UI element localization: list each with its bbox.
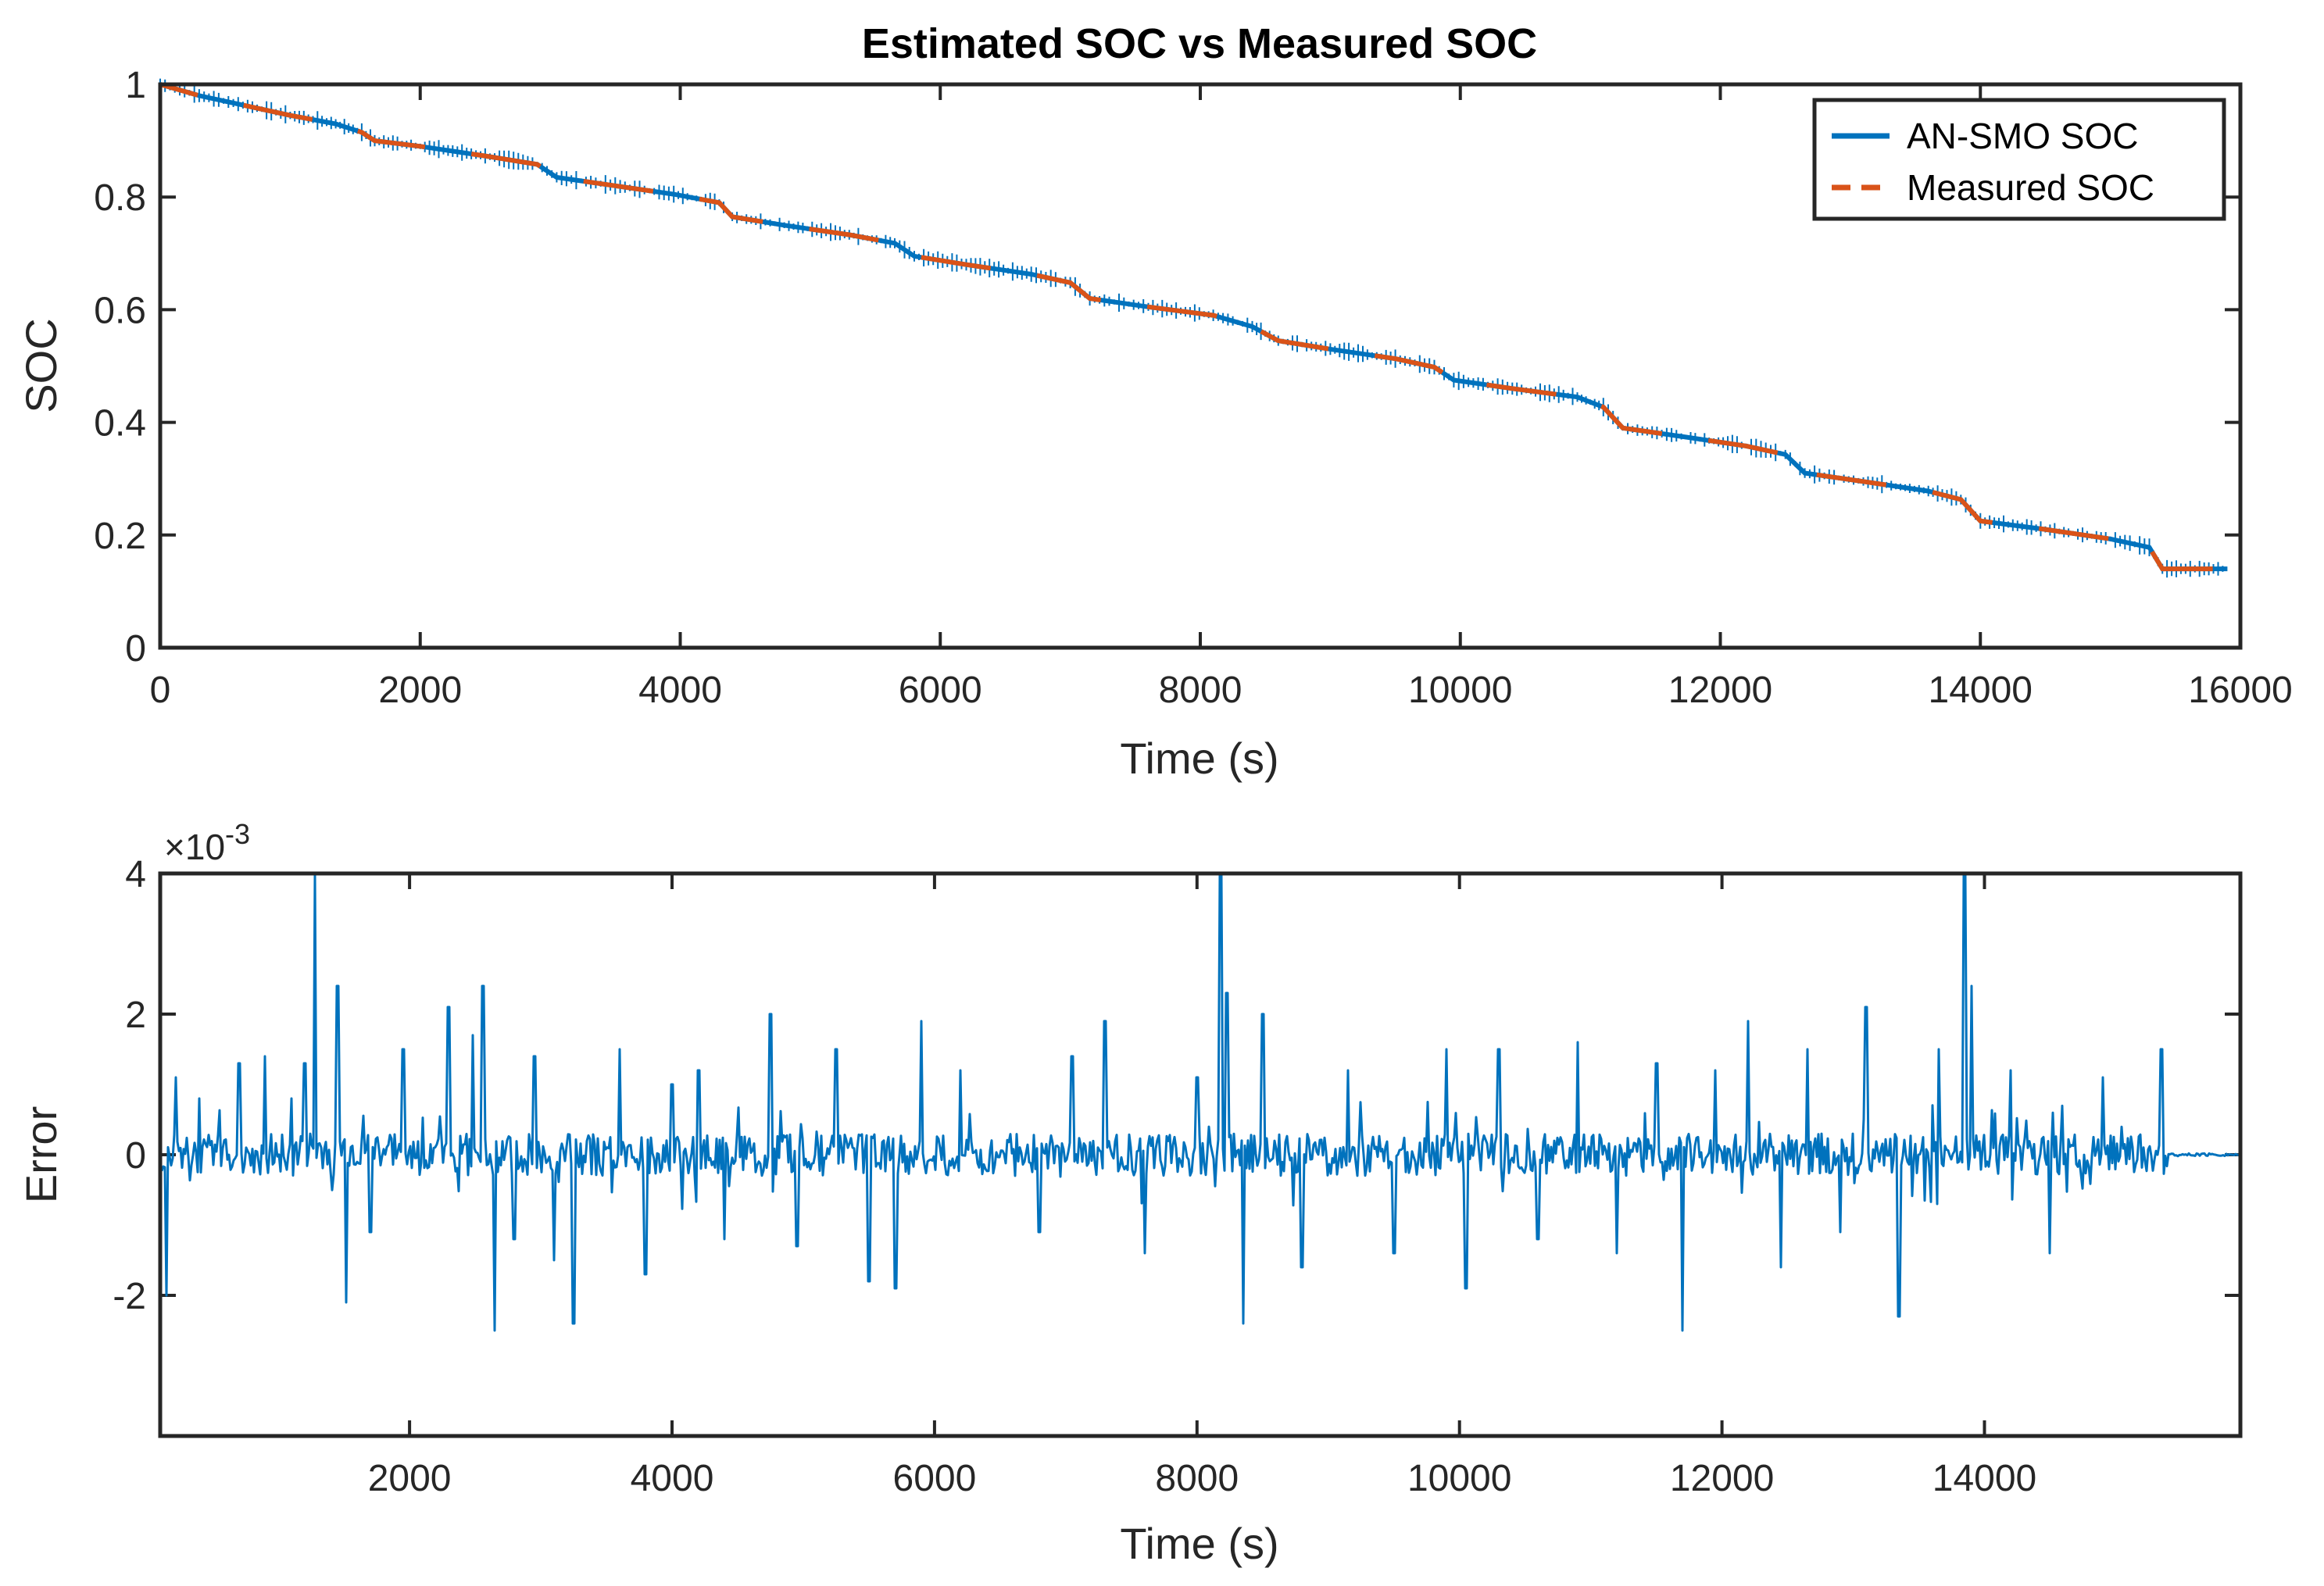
- soc-x-tick-label: 12000: [1668, 670, 1772, 711]
- soc-x-tick-label: 14000: [1929, 670, 2033, 711]
- error-x-axis-label: Time (s): [1120, 1519, 1278, 1568]
- soc-chart: Estimated SOC vs Measured SOC 0 2000 4000 6…: [16, 20, 2293, 783]
- exponent-base: ×10: [164, 827, 225, 867]
- error-series: [160, 872, 2240, 1332]
- soc-x-tick-label: 4000: [638, 670, 722, 711]
- series-measured-soc: [159, 82, 2228, 572]
- soc-x-tick-label: 2000: [378, 670, 462, 711]
- legend: AN-SMO SOC Measured SOC: [1812, 98, 2226, 221]
- error-chart: 2000 4000 6000 8000 10000 12000 14000 -2 0 2 4 ×10…: [16, 818, 2243, 1568]
- error-x-tick-label: 4000: [631, 1458, 714, 1499]
- soc-x-tick-label: 0: [150, 670, 171, 711]
- legend-label-measured: Measured SOC: [1907, 167, 2154, 208]
- error-y-exponent: ×10-3: [164, 818, 250, 867]
- error-y-tick-label: -2: [113, 1276, 146, 1317]
- error-plot-frame: [158, 871, 2243, 1438]
- soc-y-axis-label: SOC: [16, 318, 66, 413]
- error-y-tick-label: 2: [125, 995, 146, 1036]
- soc-x-tick-label: 6000: [899, 670, 982, 711]
- soc-y-tick-label: 0.6: [94, 290, 146, 331]
- error-x-tick-label: 14000: [1932, 1458, 2036, 1499]
- exponent-power: -3: [225, 818, 250, 850]
- error-y-tick-label: 0: [125, 1135, 146, 1177]
- soc-y-tick-label: 0.8: [94, 177, 146, 219]
- soc-y-tick-label: 0.4: [94, 403, 146, 445]
- soc-x-tick-label: 10000: [1408, 670, 1512, 711]
- soc-y-tick-label: 0.2: [94, 516, 146, 557]
- error-x-tick-label: 8000: [1155, 1458, 1239, 1499]
- error-x-tick-label: 12000: [1670, 1458, 1774, 1499]
- legend-label-an-smo: AN-SMO SOC: [1907, 116, 2138, 156]
- soc-y-tick-label: 1: [125, 65, 146, 106]
- error-y-axis-label: Error: [16, 1106, 66, 1203]
- soc-x-tick-label: 16000: [2188, 670, 2292, 711]
- chart-title: Estimated SOC vs Measured SOC: [862, 20, 1537, 67]
- error-tick-labels: 2000 4000 6000 8000 10000 12000 14000 -2 0 2 4: [113, 854, 2036, 1499]
- error-y-tick-label: 4: [125, 854, 146, 895]
- error-x-tick-label: 10000: [1407, 1458, 1511, 1499]
- series-error: [160, 872, 2240, 1332]
- soc-tick-labels: 0 2000 4000 6000 8000 10000 12000 14000 16000 0 0.…: [94, 65, 2292, 711]
- error-x-tick-label: 2000: [368, 1458, 452, 1499]
- soc-x-tick-label: 8000: [1159, 670, 1242, 711]
- soc-y-tick-label: 0: [125, 628, 146, 670]
- soc-x-axis-label: Time (s): [1120, 734, 1278, 783]
- soc-plot-frame: [158, 82, 2243, 650]
- error-x-tick-label: 6000: [893, 1458, 977, 1499]
- legend-box: [1812, 98, 2226, 221]
